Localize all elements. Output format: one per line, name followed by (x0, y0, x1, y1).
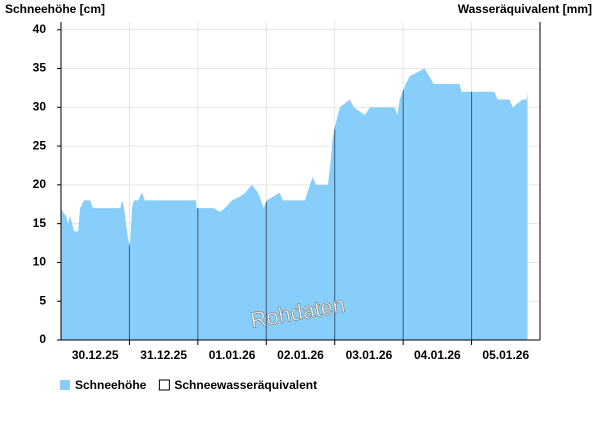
x-tick-label: 01.01.26 (209, 348, 256, 362)
y-tick-label: 25 (33, 138, 47, 152)
x-tick-label: 05.01.26 (482, 348, 529, 362)
legend-label: Schneehöhe (75, 378, 147, 392)
y-tick-label: 15 (33, 216, 47, 230)
y-tick-label: 35 (33, 61, 47, 75)
legend-swatch (60, 380, 70, 390)
x-tick-label: 02.01.26 (277, 348, 324, 362)
x-tick-label: 04.01.26 (414, 348, 461, 362)
y-tick-label: 30 (33, 99, 47, 113)
area (61, 68, 528, 340)
x-tick-label: 30.12.25 (72, 348, 119, 362)
x-tick-label: 31.12.25 (140, 348, 187, 362)
y2-axis-label: Wasseräquivalent [mm] (458, 2, 592, 16)
y-tick-label: 40 (33, 22, 47, 36)
plot: Rohdaten (61, 68, 528, 340)
legend-swatch (158, 379, 170, 391)
y-tick-label: 0 (39, 332, 46, 346)
y-tick-label: 20 (33, 177, 47, 191)
legend: Schneehöhe Schneewasseräquivalent (60, 378, 317, 392)
y-tick-label: 5 (39, 293, 46, 307)
x-tick-label: 03.01.26 (346, 348, 393, 362)
axes: 0 5 10 15 20 25 30 35 40 30.12.25 31.12.25 01.01.26… (33, 22, 541, 362)
y-tick-label: 10 (33, 255, 47, 269)
y-axis-label: Schneehöhe [cm] (5, 2, 105, 16)
legend-label: Schneewasseräquivalent (174, 378, 317, 392)
